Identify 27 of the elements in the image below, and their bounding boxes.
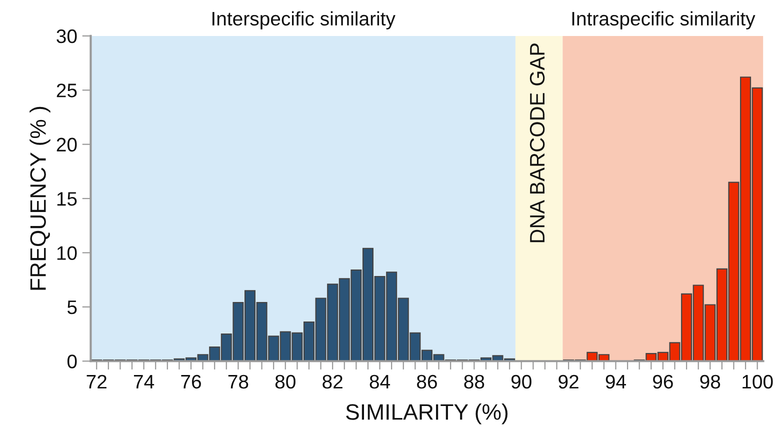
x-tick-label: 78 (228, 374, 248, 389)
x-tick-label: 94 (606, 374, 626, 389)
x-tick-label: 80 (275, 374, 296, 389)
x-tick-label: 90 (511, 374, 532, 389)
x-tick-label: 92 (558, 374, 578, 389)
y-tick-label: 5 (67, 300, 77, 314)
x-tick-label: 84 (370, 374, 390, 389)
x-tick-label: 96 (653, 374, 673, 389)
band-label: Interspecific similarity (212, 11, 396, 30)
y-tick-label: 10 (57, 246, 77, 260)
y-tick-label: 25 (56, 84, 77, 98)
x-tick-label: 82 (322, 374, 342, 389)
x-tick-label: 98 (700, 374, 720, 389)
y-tick-label: 30 (56, 29, 77, 44)
band-label: Intraspecific similarity (572, 11, 756, 30)
x-tick-label: 88 (464, 374, 484, 389)
y-axis-title: FREQUENCY (% ) (30, 106, 50, 290)
y-tick-label: 15 (57, 192, 77, 206)
x-tick-label: 100 (742, 374, 773, 389)
x-tick-label: 72 (86, 374, 106, 388)
band-label: DNA BARCODE GAP (530, 44, 545, 242)
x-tick-label: 76 (181, 374, 201, 389)
x-tick-label: 86 (417, 374, 437, 389)
x-axis-title: SIMILARITY (%) (346, 404, 508, 424)
x-tick-label: 74 (134, 375, 154, 388)
y-tick-label: 20 (56, 138, 77, 152)
y-tick-label: 0 (67, 354, 77, 368)
